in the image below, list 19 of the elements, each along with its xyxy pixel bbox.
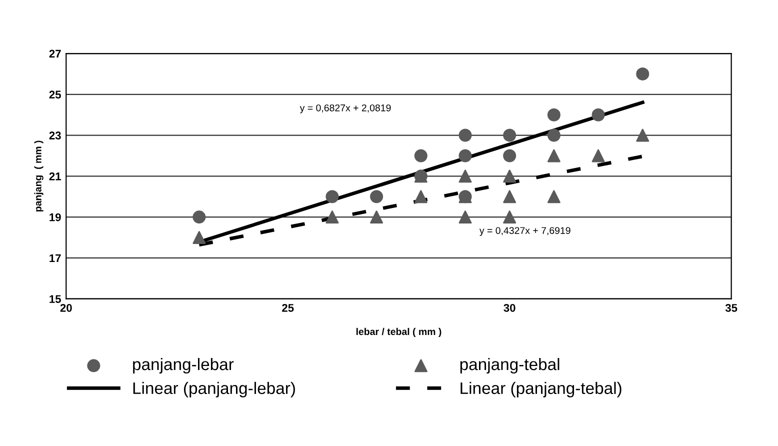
x-tick-label: 20 (60, 304, 72, 312)
y-tick-label: 27 (49, 50, 61, 58)
y-tick-label: 15 (50, 295, 61, 303)
x-tick-label: 35 (725, 304, 738, 312)
legend-label: panjang-tebal (460, 358, 560, 374)
x-tick-label: 25 (282, 304, 294, 312)
y-axis-title: panjang ( mm ) (34, 140, 44, 212)
legend-label: Linear (panjang-tebal) (460, 382, 622, 398)
annotation: y = 0,4327x + 7,6919 (479, 227, 570, 236)
y-tick-label: 25 (49, 90, 61, 99)
y-tick-label: 17 (50, 254, 61, 262)
y-tick-label: 23 (49, 132, 61, 140)
y-tick-label: 19 (50, 213, 61, 222)
y-tick-label: 21 (49, 172, 61, 180)
x-axis-title: lebar / tebal ( mm ) (356, 328, 442, 337)
annotation: y = 0,6827x + 2,0819 (300, 104, 391, 114)
legend-label: panjang-lebar (133, 358, 234, 374)
x-tick-label: 30 (504, 304, 516, 312)
legend-label: Linear (panjang-lebar) (133, 382, 295, 398)
